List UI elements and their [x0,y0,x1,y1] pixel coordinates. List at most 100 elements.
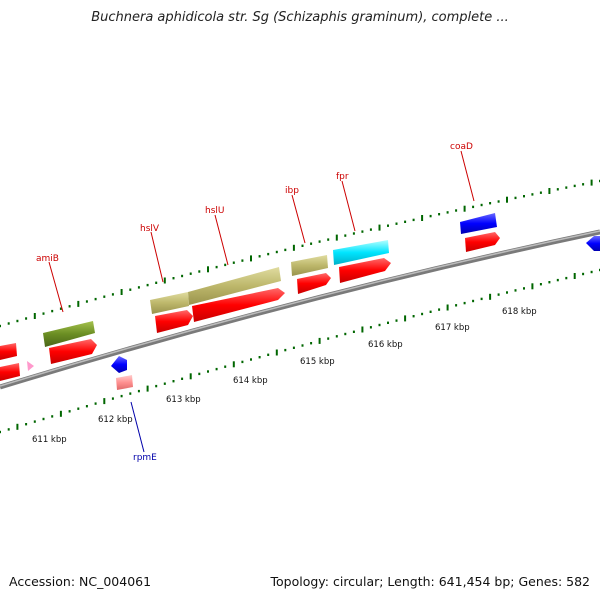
minor-tick [387,224,389,227]
gene-arrow[interactable] [155,310,193,333]
minor-tick [16,319,19,323]
map-title: Buchnera aphidicola str. Sg (Schizaphis … [91,10,509,25]
minor-tick [352,232,355,235]
gene-arrow[interactable] [339,258,391,283]
minor-tick [7,322,10,325]
minor-tick [318,240,321,243]
gene-arrow-small-blue[interactable] [111,356,127,373]
minor-tick [497,293,500,296]
major-tick [292,244,295,251]
minor-tick [51,415,54,418]
major-tick [463,205,466,212]
gene-block-hslU[interactable] [188,267,281,305]
minor-tick [258,356,261,359]
kbp-scale-labels: 611 kbp 612 kbp 613 kbp 614 kbp 615 kbp … [32,307,537,445]
minor-tick [514,196,517,200]
gene-block-fpr[interactable] [333,240,389,265]
genome-backbone [0,229,600,390]
minor-tick [0,430,1,434]
minor-tick [438,213,441,216]
minor-tick [215,265,218,269]
minor-tick [310,242,313,245]
minor-tick [68,305,71,308]
gene-block-coaD[interactable] [460,213,497,234]
minor-tick [556,278,559,282]
major-tick [146,385,149,392]
gene-label-coaD[interactable]: coaD [450,142,473,152]
minor-tick [455,304,458,307]
gene-arrow[interactable] [465,232,500,252]
major-tick [421,215,424,221]
minor-tick [258,255,261,258]
minor-tick [472,205,475,209]
major-tick [207,266,209,273]
minor-tick [85,405,88,408]
major-tick [77,300,80,307]
major-tick [120,289,123,295]
minor-tick [421,312,424,316]
minor-tick [42,417,45,421]
gene-label-rpmE[interactable]: rpmE [133,453,157,463]
minor-tick [352,330,355,333]
kbp-label-618: 618 kbp [502,307,537,317]
gene-block-amiB[interactable] [43,321,95,347]
gene-block-hslV[interactable] [150,292,189,314]
minor-tick [51,309,54,313]
major-tick [446,304,449,311]
minor-tick [395,222,398,225]
minor-tick [68,410,71,413]
minor-tick [539,283,542,286]
gene-arrow[interactable] [297,273,331,294]
minor-tick [137,389,140,393]
gene-label-hslV[interactable]: hslV [140,224,160,234]
minor-tick [301,244,304,247]
major-tick [489,293,492,300]
minor-tick [463,301,466,305]
minor-tick [514,289,517,292]
minor-tick [548,281,551,284]
minor-tick [146,283,149,287]
major-tick [232,361,235,368]
gene-arrow[interactable] [0,363,20,381]
minor-tick [378,323,381,327]
minor-tick [232,261,235,264]
gene-marker-pink[interactable] [27,361,34,371]
gene-arrow[interactable] [49,339,97,364]
minor-tick [565,276,568,280]
major-tick [573,273,576,279]
gene-arrow[interactable] [192,288,285,322]
gene-label-ibp[interactable]: ibp [285,186,299,196]
minor-tick [582,183,585,186]
gene-block-ibp[interactable] [291,255,328,276]
outer-tick-track [0,179,600,328]
minor-tick [25,317,28,320]
major-tick [59,410,62,417]
minor-tick [103,295,106,298]
minor-tick [25,423,28,426]
major-tick [163,277,166,284]
minor-tick [198,270,201,273]
minor-tick [94,402,97,405]
gene-label-hslU[interactable]: hslU [205,206,224,216]
major-tick [590,179,593,186]
minor-tick [77,407,80,410]
gene-arrow-rpmE[interactable] [116,375,133,390]
minor-tick [241,360,244,364]
major-tick [531,283,534,290]
minor-tick [0,324,1,328]
minor-tick [111,293,114,296]
minor-tick [172,380,175,383]
gene-arrow-small-blue[interactable] [586,236,600,251]
minor-tick [582,272,585,276]
minor-tick [284,248,287,252]
kbp-label-617: 617 kbp [435,323,470,333]
gene-label-amiB[interactable]: amiB [36,254,59,264]
minor-tick [163,382,166,385]
minor-tick [344,332,347,336]
major-tick [189,373,192,380]
minor-tick [224,365,227,368]
gene-label-fpr[interactable]: fpr [336,172,349,182]
gene-arrow[interactable] [0,343,17,360]
major-tick [361,326,364,333]
minor-tick [480,203,483,207]
